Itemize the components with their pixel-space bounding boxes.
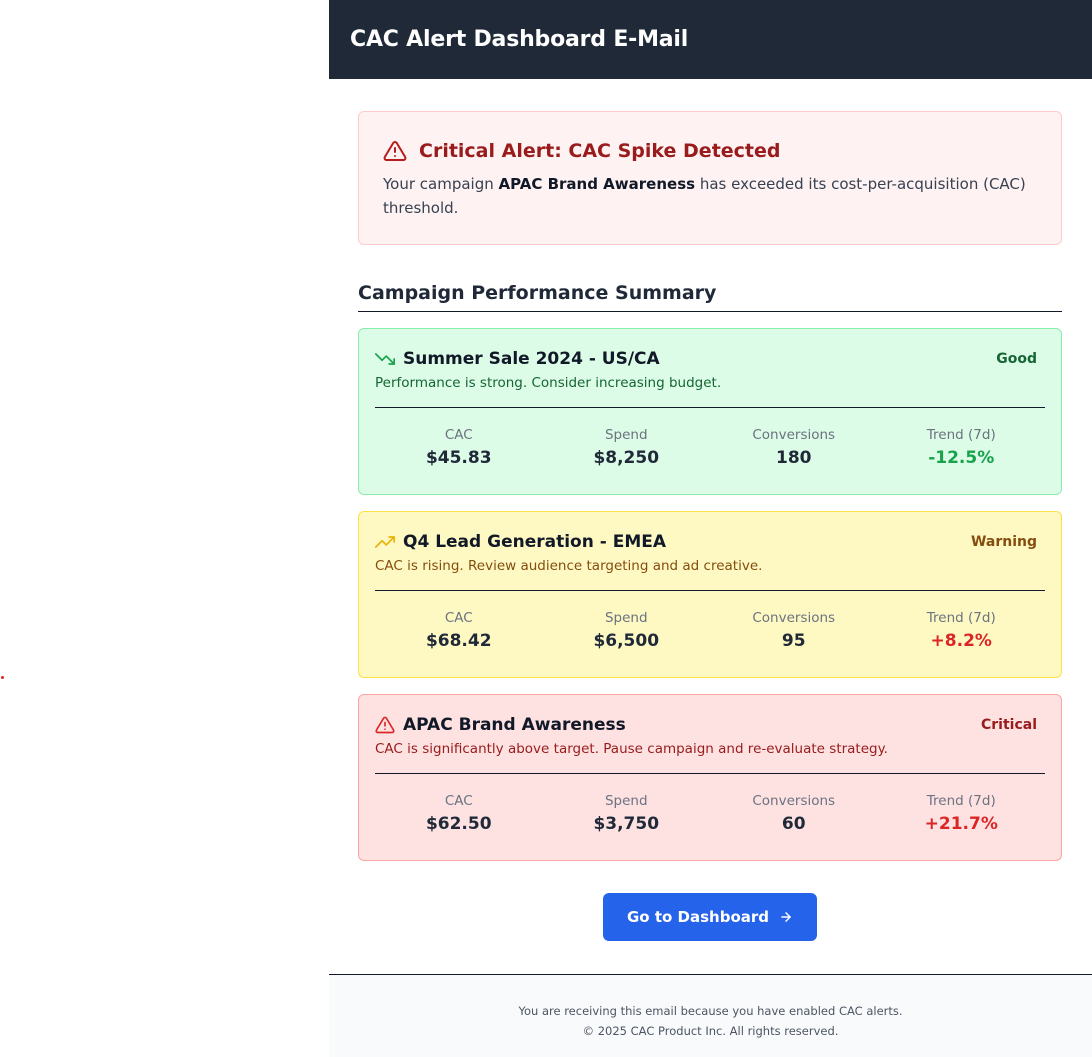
- metric-value: +21.7%: [924, 814, 998, 834]
- metric-label: Trend (7d): [926, 427, 996, 443]
- metric-spend: Spend $3,750: [543, 793, 711, 834]
- metric-value: +8.2%: [930, 631, 992, 651]
- status-badge: Warning: [970, 534, 1037, 550]
- metrics-row: CAC $62.50 Spend $3,750 Conversions 60 T…: [375, 793, 1045, 834]
- metric-spend: Spend $6,500: [543, 610, 711, 651]
- email-header: CAC Alert Dashboard E-Mail: [329, 0, 1092, 79]
- card-name-wrap: Q4 Lead Generation - EMEA: [375, 532, 666, 552]
- card-name-wrap: Summer Sale 2024 - US/CA: [375, 349, 660, 369]
- alert-campaign-name: APAC Brand Awareness: [498, 175, 696, 193]
- metric-trend: Trend (7d) +21.7%: [878, 793, 1046, 834]
- metric-label: Conversions: [752, 610, 836, 626]
- metric-label: Conversions: [752, 793, 836, 809]
- alert-title: Critical Alert: CAC Spike Detected: [419, 140, 781, 162]
- metrics-row: CAC $68.42 Spend $6,500 Conversions 95 T…: [375, 610, 1045, 651]
- metric-value: $6,500: [593, 631, 660, 651]
- campaign-name: Summer Sale 2024 - US/CA: [403, 349, 660, 369]
- warning-triangle-icon: [383, 139, 407, 163]
- metric-value: $3,750: [593, 814, 660, 834]
- campaign-name: APAC Brand Awareness: [403, 715, 626, 735]
- card-divider: [375, 773, 1045, 774]
- campaign-description: CAC is significantly above target. Pause…: [375, 741, 888, 757]
- trending-down-icon: [375, 349, 395, 369]
- email-content: Critical Alert: CAC Spike Detected Your …: [358, 111, 1062, 941]
- metric-label: Trend (7d): [926, 793, 996, 809]
- metric-trend: Trend (7d) +8.2%: [878, 610, 1046, 651]
- metric-label: CAC: [444, 427, 473, 443]
- arrow-right-icon: [779, 910, 793, 924]
- metric-cac: CAC $68.42: [375, 610, 543, 651]
- section-title: Campaign Performance Summary: [358, 282, 1062, 312]
- metric-value: -12.5%: [928, 448, 995, 468]
- metric-value: $62.50: [425, 814, 492, 834]
- email-footer: You are receiving this email because you…: [329, 974, 1092, 1057]
- metric-value: 95: [781, 631, 806, 651]
- warning-triangle-icon: [375, 715, 395, 735]
- card-header: APAC Brand Awareness Critical: [375, 715, 1045, 735]
- campaign-card-summer-sale: Summer Sale 2024 - US/CA Good Performanc…: [358, 328, 1062, 495]
- metric-value: 60: [781, 814, 806, 834]
- alert-body-suffix: has exceeded its cost-per-acquisition (C…: [383, 175, 1026, 217]
- critical-alert-box: Critical Alert: CAC Spike Detected Your …: [358, 111, 1062, 245]
- card-header: Summer Sale 2024 - US/CA Good: [375, 349, 1045, 369]
- footer-notice: You are receiving this email because you…: [518, 1004, 903, 1018]
- email-title: CAC Alert Dashboard E-Mail: [350, 27, 689, 52]
- metrics-row: CAC $45.83 Spend $8,250 Conversions 180 …: [375, 427, 1045, 468]
- alert-body: Your campaign APAC Brand Awareness has e…: [383, 172, 1037, 220]
- metric-conversions: Conversions 180: [710, 427, 878, 468]
- metric-spend: Spend $8,250: [543, 427, 711, 468]
- metric-value: $8,250: [593, 448, 660, 468]
- metric-label: Trend (7d): [926, 610, 996, 626]
- metric-value: $68.42: [425, 631, 492, 651]
- metric-label: Spend: [604, 610, 648, 626]
- metric-label: Conversions: [752, 427, 836, 443]
- metric-value: 180: [776, 448, 812, 468]
- metric-trend: Trend (7d) -12.5%: [878, 427, 1046, 468]
- campaign-card-apac-brand: APAC Brand Awareness Critical CAC is sig…: [358, 694, 1062, 861]
- metric-label: Spend: [604, 793, 648, 809]
- stray-dot: [1, 676, 4, 679]
- metric-conversions: Conversions 95: [710, 610, 878, 651]
- alert-title-row: Critical Alert: CAC Spike Detected: [383, 139, 1037, 163]
- card-divider: [375, 407, 1045, 408]
- status-badge: Good: [996, 351, 1037, 367]
- alert-body-prefix: Your campaign: [383, 175, 499, 193]
- campaign-description: CAC is rising. Review audience targeting…: [375, 558, 763, 574]
- campaign-card-q4-lead-gen: Q4 Lead Generation - EMEA Warning CAC is…: [358, 511, 1062, 678]
- card-header: Q4 Lead Generation - EMEA Warning: [375, 532, 1045, 552]
- metric-cac: CAC $45.83: [375, 427, 543, 468]
- cta-label: Go to Dashboard: [626, 908, 770, 926]
- metric-label: CAC: [444, 610, 473, 626]
- card-divider: [375, 590, 1045, 591]
- go-to-dashboard-button[interactable]: Go to Dashboard: [602, 893, 818, 941]
- footer-copyright: © 2025 CAC Product Inc. All rights reser…: [582, 1024, 839, 1038]
- campaign-description: Performance is strong. Consider increasi…: [375, 375, 722, 391]
- metric-conversions: Conversions 60: [710, 793, 878, 834]
- metric-cac: CAC $62.50: [375, 793, 543, 834]
- metric-label: CAC: [444, 793, 473, 809]
- email-container: CAC Alert Dashboard E-Mail Critical Aler…: [329, 0, 1092, 1057]
- trending-up-icon: [375, 532, 395, 552]
- metric-value: $45.83: [425, 448, 492, 468]
- metric-label: Spend: [604, 427, 648, 443]
- cta-wrap: Go to Dashboard: [358, 893, 1062, 941]
- status-badge: Critical: [980, 717, 1037, 733]
- card-name-wrap: APAC Brand Awareness: [375, 715, 626, 735]
- campaign-name: Q4 Lead Generation - EMEA: [403, 532, 667, 552]
